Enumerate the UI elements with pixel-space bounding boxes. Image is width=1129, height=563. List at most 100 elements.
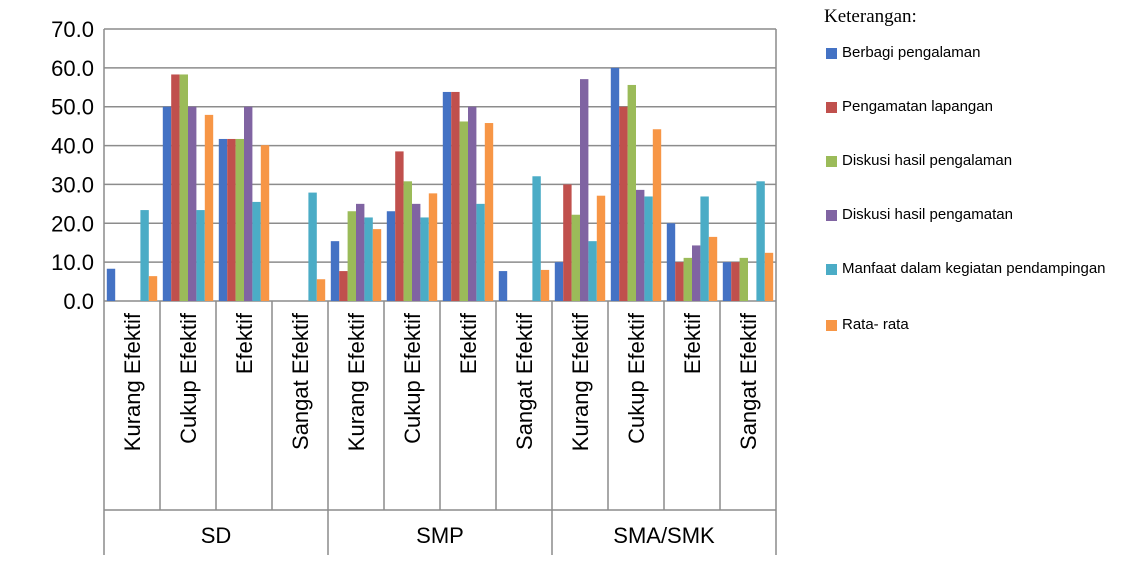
- bar: [588, 241, 597, 301]
- x-tick-label: Sangat Efektif: [288, 312, 313, 450]
- x-tick-label: Sangat Efektif: [512, 312, 537, 450]
- bar: [171, 74, 180, 301]
- legend-label: Pengamatan lapangan: [842, 98, 993, 115]
- y-tick-label: 40.0: [51, 134, 94, 159]
- bar: [484, 123, 494, 301]
- bar: [260, 145, 270, 301]
- legend-item: Diskusi hasil pengalaman: [826, 148, 1126, 202]
- legend-item: Pengamatan lapangan: [826, 94, 1126, 148]
- bar: [675, 262, 684, 301]
- bar: [428, 193, 438, 301]
- legend-label: Diskusi hasil pengamatan: [842, 206, 1013, 223]
- bar: [476, 203, 485, 301]
- x-tick-label: Efektif: [680, 312, 705, 374]
- bar: [364, 217, 373, 301]
- bar: [571, 214, 580, 301]
- bar: [252, 201, 261, 301]
- bar: [316, 279, 326, 301]
- legend-swatch: [826, 320, 837, 331]
- legend-label: Manfaat dalam kegiatan pendampingan: [842, 260, 1106, 277]
- legend-swatch: [826, 210, 837, 221]
- bar: [619, 106, 628, 301]
- bar: [636, 189, 645, 301]
- bar: [442, 91, 452, 301]
- group-label: SMP: [416, 523, 464, 548]
- bar: [106, 268, 116, 301]
- legend-swatch: [826, 48, 837, 59]
- x-tick-label: Cukup Efektif: [176, 312, 201, 444]
- bar: [188, 106, 197, 301]
- bar: [403, 181, 412, 301]
- y-tick-label: 60.0: [51, 56, 94, 81]
- bar: [459, 121, 468, 301]
- x-tick-label: Cukup Efektif: [624, 312, 649, 444]
- y-tick-label: 30.0: [51, 172, 94, 197]
- bar: [347, 211, 356, 301]
- y-tick-label: 10.0: [51, 250, 94, 275]
- bar: [227, 138, 236, 301]
- bar: [196, 210, 205, 301]
- y-tick-label: 50.0: [51, 95, 94, 120]
- legend-title: Keterangan:: [824, 6, 917, 27]
- x-tick-label: Efektif: [232, 312, 257, 374]
- bar: [596, 195, 606, 301]
- bar: [386, 211, 396, 301]
- bar: [700, 196, 709, 301]
- bar: [395, 151, 404, 301]
- legend-label: Rata- rata: [842, 316, 909, 333]
- bar: [540, 269, 550, 301]
- bar: [244, 106, 253, 301]
- bar: [235, 138, 244, 301]
- bar: [739, 257, 748, 301]
- bar: [666, 223, 676, 301]
- bar: [140, 210, 149, 301]
- bar: [652, 129, 662, 301]
- bar: [692, 245, 701, 301]
- group-label: SMA/SMK: [613, 523, 715, 548]
- bar: [148, 276, 158, 301]
- bar: [420, 217, 429, 301]
- bar: [722, 262, 732, 301]
- bar: [554, 262, 564, 301]
- legend-label: Diskusi hasil pengalaman: [842, 152, 1013, 169]
- bar: [498, 271, 508, 301]
- bar: [532, 176, 541, 301]
- bar: [204, 114, 214, 301]
- y-tick-label: 0.0: [63, 289, 94, 314]
- x-tick-label: Kurang Efektif: [568, 312, 593, 451]
- legend: Berbagi pengalaman Pengamatan lapangan Di…: [826, 40, 1126, 366]
- bar: [412, 203, 421, 301]
- bar: [683, 257, 692, 301]
- bar: [308, 192, 317, 301]
- bar: [330, 241, 340, 301]
- legend-swatch: [826, 102, 837, 113]
- bar: [756, 181, 765, 301]
- bar: [451, 91, 460, 301]
- bar: [162, 106, 172, 301]
- bar: [580, 79, 589, 301]
- x-tick-label: Cukup Efektif: [400, 312, 425, 444]
- bar: [563, 184, 572, 301]
- x-tick-label: Kurang Efektif: [120, 312, 145, 451]
- legend-swatch: [826, 264, 837, 275]
- x-tick-label: Efektif: [456, 312, 481, 374]
- y-tick-label: 20.0: [51, 211, 94, 236]
- bar: [372, 229, 382, 301]
- bar: [356, 203, 365, 301]
- legend-label: Berbagi pengalaman: [842, 44, 981, 61]
- bar: [218, 138, 228, 301]
- bar: [708, 236, 718, 301]
- legend-item: Manfaat dalam kegiatan pendampingan: [826, 256, 1126, 312]
- bar: [764, 252, 774, 301]
- legend-item: Diskusi hasil pengamatan: [826, 202, 1126, 256]
- bar: [610, 67, 620, 301]
- bar: [644, 196, 653, 301]
- bar: [627, 84, 636, 301]
- legend-swatch: [826, 156, 837, 167]
- bar: [468, 106, 477, 301]
- legend-item: Rata- rata: [826, 312, 1126, 366]
- bar: [179, 74, 188, 301]
- x-tick-label: Sangat Efektif: [736, 312, 761, 450]
- bar: [339, 271, 348, 301]
- group-label: SD: [201, 523, 232, 548]
